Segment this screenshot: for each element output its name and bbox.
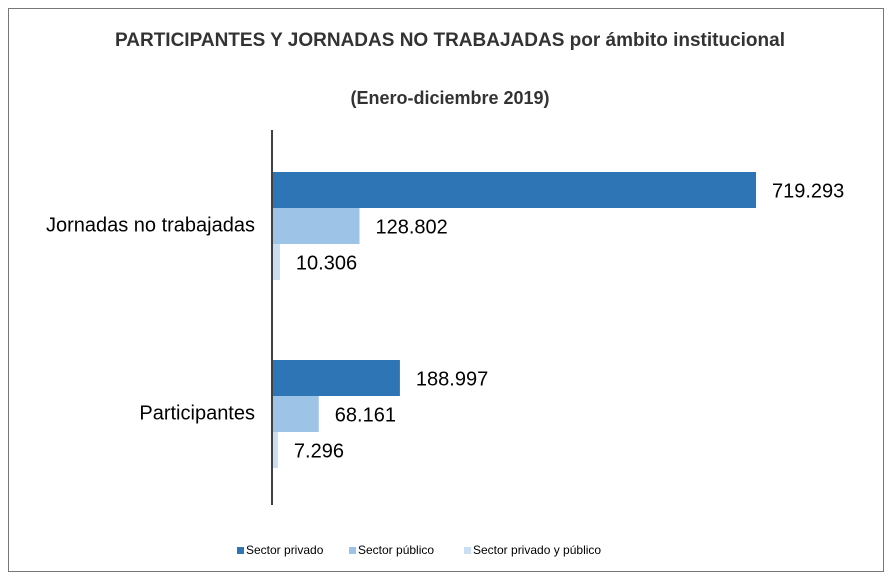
bar bbox=[273, 244, 280, 280]
category-label: Jornadas no trabajadas bbox=[46, 214, 255, 236]
value-label: 719.293 bbox=[772, 180, 844, 202]
category-label: Participantes bbox=[139, 402, 255, 424]
bar bbox=[273, 432, 278, 468]
value-label: 7.296 bbox=[294, 440, 344, 462]
value-label: 128.802 bbox=[375, 216, 447, 238]
chart-subtitle: (Enero-diciembre 2019) bbox=[350, 88, 550, 108]
legend-label: Sector privado bbox=[246, 543, 324, 557]
legend-label: Sector público bbox=[358, 543, 434, 557]
legend-label: Sector privado y público bbox=[473, 543, 601, 557]
legend-swatch bbox=[464, 547, 471, 554]
chart-frame bbox=[8, 8, 884, 572]
chart-title: PARTICIPANTES Y JORNADAS NO TRABAJADAS p… bbox=[115, 30, 785, 51]
value-label: 68.161 bbox=[335, 404, 396, 426]
bar bbox=[273, 360, 400, 396]
value-label: 10.306 bbox=[296, 252, 357, 274]
bar bbox=[273, 172, 756, 208]
value-label: 188.997 bbox=[416, 368, 488, 390]
bar bbox=[273, 396, 319, 432]
legend-swatch bbox=[237, 547, 244, 554]
bar bbox=[273, 208, 360, 244]
legend-swatch bbox=[349, 547, 356, 554]
